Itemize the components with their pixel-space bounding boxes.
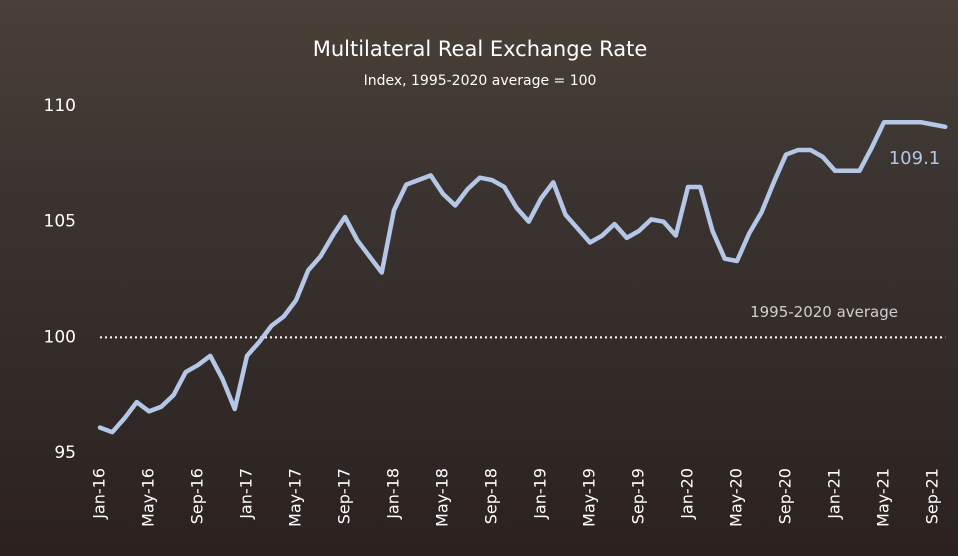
x-tick-label: May-21 (874, 468, 893, 527)
x-tick-label: Sep-19 (629, 468, 648, 524)
x-tick-label: Sep-17 (335, 468, 354, 524)
x-tick-label: May-19 (580, 468, 599, 527)
x-tick-label: Jan-17 (237, 468, 256, 520)
x-tick-label: May-16 (139, 468, 158, 527)
chart-title: Multilateral Real Exchange Rate (313, 37, 648, 61)
x-tick-label: Sep-21 (923, 468, 942, 524)
y-tick-label: 100 (44, 327, 76, 347)
x-tick-label: May-18 (433, 468, 452, 527)
x-tick-label: Jan-18 (384, 468, 403, 520)
x-tick-label: Jan-19 (531, 468, 550, 520)
x-tick-label: Jan-16 (90, 468, 109, 520)
x-tick-label: Sep-20 (776, 468, 795, 524)
x-tick-label: Jan-20 (678, 468, 697, 520)
x-tick-label: May-17 (286, 468, 305, 527)
last-value-label: 109.1 (889, 148, 941, 169)
y-tick-label: 95 (54, 443, 76, 463)
y-tick-label: 105 (44, 212, 76, 232)
y-tick-label: 110 (44, 96, 76, 116)
x-tick-label: May-20 (727, 468, 746, 527)
reference-label: 1995-2020 average (750, 303, 898, 321)
data-line (97, 119, 948, 435)
x-tick-label: Jan-21 (825, 468, 844, 520)
chart-subtitle: Index, 1995-2020 average = 100 (364, 73, 597, 89)
x-tick-label: Sep-18 (482, 468, 501, 524)
x-tick-label: Sep-16 (188, 468, 207, 524)
